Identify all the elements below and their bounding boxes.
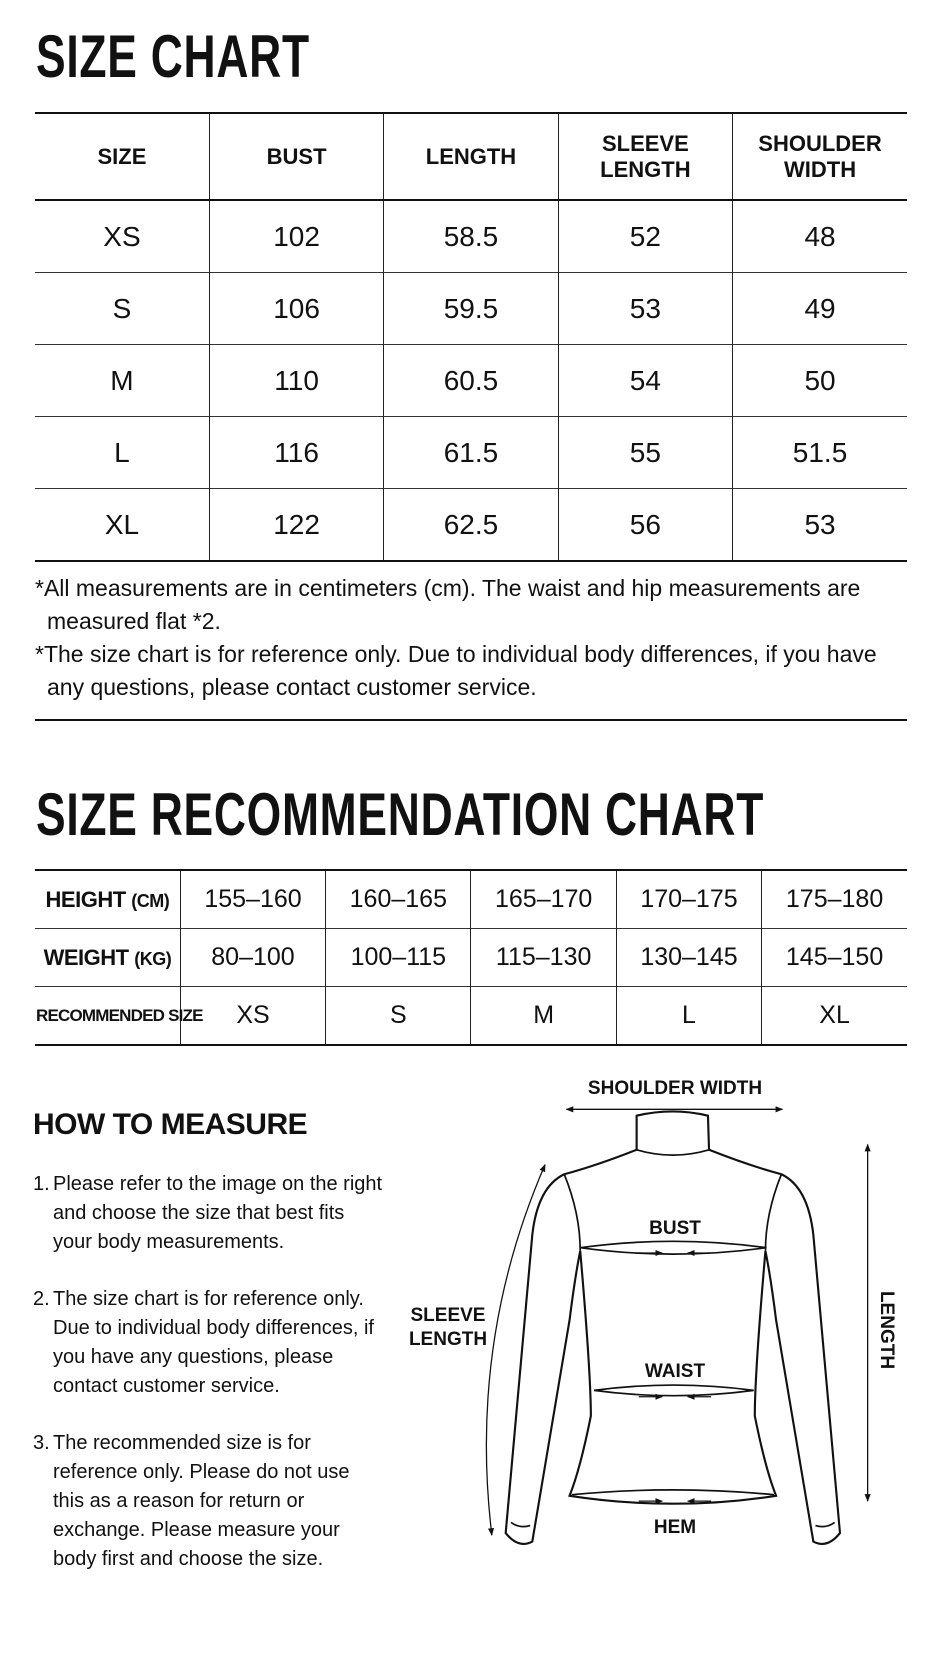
recommendation-row: RECOMMENDED SIZE XS S M L XL bbox=[35, 986, 907, 1045]
cell: 59.5 bbox=[383, 272, 559, 345]
cell: 122 bbox=[208, 488, 384, 561]
garment-outline bbox=[504, 1110, 842, 1545]
header-cell: SIZE bbox=[35, 113, 210, 201]
steps: 1. Please refer to the image on the right… bbox=[33, 1170, 383, 1602]
cell: XL bbox=[35, 488, 210, 561]
cell: 53 bbox=[732, 488, 907, 561]
label: HEIGHT bbox=[45, 886, 127, 912]
cell: 175–180 bbox=[761, 870, 907, 929]
cell: 116 bbox=[208, 416, 384, 489]
step-text: The recommended size is for reference on… bbox=[53, 1432, 350, 1570]
unit: (CM) bbox=[131, 890, 170, 911]
sleeve-length-label: SLEEVE LENGTH bbox=[408, 1305, 488, 1350]
cell: 100–115 bbox=[325, 928, 471, 987]
waist-label: WAIST bbox=[644, 1361, 706, 1382]
cell: 50 bbox=[732, 344, 907, 417]
recommendation-row: WEIGHT (KG) 80–100 100–115 115–130 130–145 14… bbox=[35, 928, 907, 987]
cell: 56 bbox=[557, 488, 733, 561]
row-label: RECOMMENDED SIZE bbox=[35, 986, 203, 1045]
label: RECOMMENDED SIZE bbox=[36, 1005, 203, 1025]
step: 2. The size chart is for reference only. … bbox=[33, 1285, 383, 1401]
length-label: LENGTH bbox=[876, 1290, 897, 1370]
cell: XS bbox=[179, 986, 326, 1045]
cell: 130–145 bbox=[615, 928, 762, 987]
recommendation-title: SIZE RECOMMENDATION CHART bbox=[36, 781, 765, 848]
notes: *All measurements are in centimeters (cm… bbox=[35, 572, 915, 704]
cell: 165–170 bbox=[470, 870, 617, 929]
step-number: 3. bbox=[33, 1432, 50, 1454]
cell: L bbox=[615, 986, 762, 1045]
cell: 54 bbox=[557, 344, 733, 417]
divider bbox=[35, 719, 907, 721]
cell: S bbox=[35, 272, 210, 345]
header-cell: BUST bbox=[208, 113, 384, 201]
size-row: S 106 59.5 53 49 bbox=[35, 272, 907, 345]
step-number: 2. bbox=[33, 1288, 50, 1310]
cell: 110 bbox=[208, 344, 384, 417]
cell: 55 bbox=[557, 416, 733, 489]
how-to-measure-title: HOW TO MEASURE bbox=[33, 1108, 308, 1141]
size-chart-title: SIZE CHART bbox=[36, 23, 310, 90]
cell: 49 bbox=[732, 272, 907, 345]
row-label: WEIGHT (KG) bbox=[35, 928, 181, 987]
size-row: XS 102 58.5 52 48 bbox=[35, 200, 907, 273]
cell: S bbox=[325, 986, 471, 1045]
cell: 62.5 bbox=[383, 488, 559, 561]
sleeve-arrow bbox=[485, 1163, 546, 1536]
header-cell: LENGTH bbox=[383, 113, 559, 201]
recommendation-table: HEIGHT (CM) 155–160 160–165 165–170 170–175 1… bbox=[35, 869, 907, 1046]
step-text: The size chart is for reference only. Du… bbox=[53, 1288, 374, 1397]
size-table: SIZE BUST LENGTH SLEEVE LENGTH SHOULDER WIDT… bbox=[35, 112, 907, 562]
seams bbox=[510, 1148, 836, 1528]
waist-line bbox=[593, 1384, 754, 1397]
header-cell: SLEEVE LENGTH bbox=[557, 113, 733, 201]
bust-line bbox=[580, 1240, 767, 1255]
hem-line bbox=[571, 1489, 775, 1496]
label: WEIGHT bbox=[43, 944, 130, 970]
cell: 102 bbox=[208, 200, 384, 273]
cell: 145–150 bbox=[761, 928, 907, 987]
cell: 170–175 bbox=[615, 870, 762, 929]
cell: 160–165 bbox=[325, 870, 471, 929]
cell: M bbox=[470, 986, 617, 1045]
cell: XS bbox=[103, 220, 141, 252]
cell: 52 bbox=[557, 200, 733, 273]
row-label: HEIGHT (CM) bbox=[35, 870, 180, 929]
step-text: Please refer to the image on the right a… bbox=[53, 1173, 383, 1253]
cell: 60.5 bbox=[383, 344, 559, 417]
note: *All measurements are in centimeters (cm… bbox=[35, 575, 861, 634]
cell: 51.5 bbox=[732, 416, 907, 489]
cell: 61.5 bbox=[383, 416, 559, 489]
header-row: SIZE BUST LENGTH SLEEVE LENGTH SHOULDER WIDT… bbox=[35, 113, 907, 201]
size-row: XL 122 62.5 56 53 bbox=[35, 488, 907, 561]
cell: 115–130 bbox=[470, 928, 617, 987]
note: *The size chart is for reference only. D… bbox=[35, 641, 877, 700]
shoulder-width-label: SHOULDER WIDTH bbox=[587, 1078, 763, 1099]
unit: (KG) bbox=[134, 948, 172, 969]
cell: 48 bbox=[732, 200, 907, 273]
size-row: L 116 61.5 55 51.5 bbox=[35, 416, 907, 489]
recommendation-row: HEIGHT (CM) 155–160 160–165 165–170 170–175 1… bbox=[35, 870, 907, 929]
cell: 155–160 bbox=[179, 870, 326, 929]
bust-label: BUST bbox=[649, 1218, 701, 1239]
cell: 106 bbox=[208, 272, 384, 345]
arrows bbox=[638, 1249, 712, 1505]
cell: 58.5 bbox=[383, 200, 559, 273]
header-cell: SHOULDER WIDTH bbox=[732, 113, 907, 201]
cell: 53 bbox=[557, 272, 733, 345]
step: 1. Please refer to the image on the right… bbox=[33, 1170, 383, 1257]
cell: 80–100 bbox=[179, 928, 326, 987]
size-row: M 110 60.5 54 50 bbox=[35, 344, 907, 417]
cell: M bbox=[35, 344, 210, 417]
hem-label: HEM bbox=[653, 1517, 697, 1538]
cell: L bbox=[35, 416, 210, 489]
cell: XL bbox=[761, 986, 907, 1045]
step: 3. The recommended size is for reference … bbox=[33, 1429, 383, 1574]
step-number: 1. bbox=[33, 1173, 50, 1195]
